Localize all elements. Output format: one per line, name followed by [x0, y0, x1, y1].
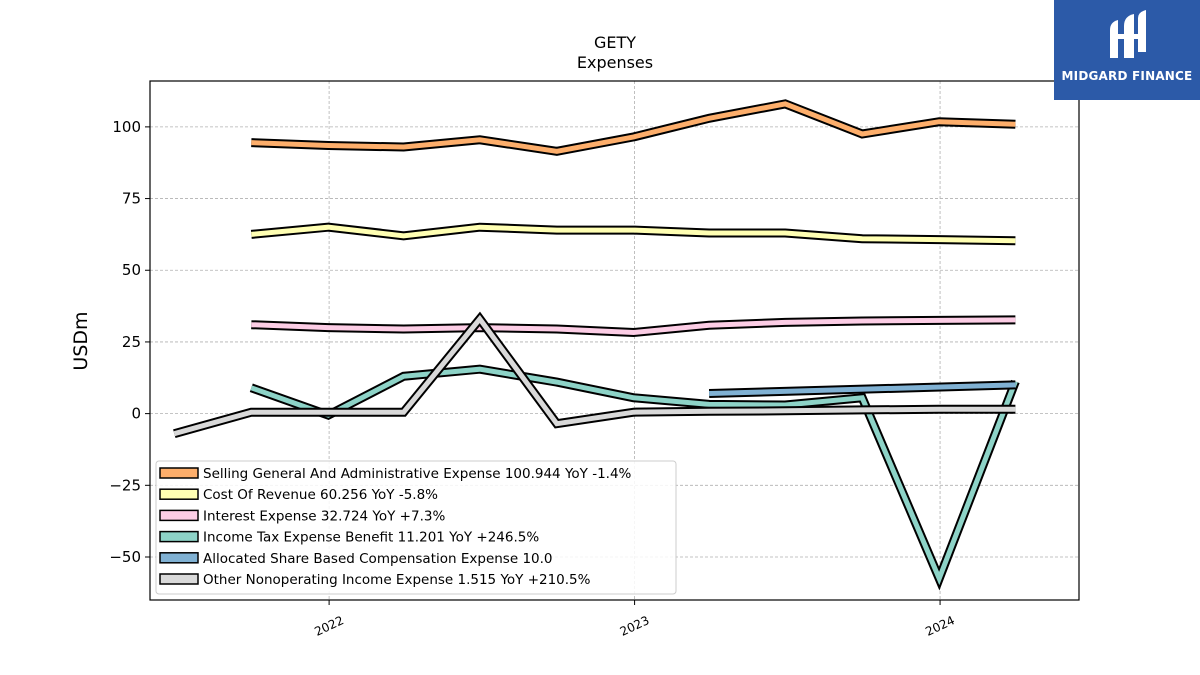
y-tick-label: 100 — [112, 118, 141, 136]
legend-entry-label: Selling General And Administrative Expen… — [203, 466, 632, 482]
y-tick-label: 0 — [131, 405, 141, 423]
legend-entry-label: Interest Expense 32.724 YoY +7.3% — [203, 508, 445, 524]
logo-text: MIDGARD FINANCE — [1061, 69, 1193, 83]
x-tick-label: 2024 — [923, 613, 957, 639]
series-line — [709, 382, 1016, 396]
series-lines — [173, 99, 1020, 591]
legend-swatch — [159, 530, 199, 543]
y-tick-label: −25 — [109, 476, 141, 494]
legend-entry-label: Other Nonoperating Income Expense 1.515 … — [203, 572, 591, 588]
chart-subtitle: Expenses — [577, 53, 653, 72]
legend-swatch — [159, 467, 199, 479]
y-tick-label: 50 — [122, 261, 141, 279]
legend-entry-label: Cost Of Revenue 60.256 YoY -5.8% — [203, 487, 438, 503]
series-line — [251, 224, 1016, 244]
midgard-finance-logo: MIDGARD FINANCE — [1054, 0, 1200, 100]
legend-swatch — [159, 552, 199, 564]
legend-swatch — [159, 509, 199, 522]
plot-area-frame — [149, 80, 1080, 601]
series-line — [173, 314, 1016, 437]
x-tick-label: 2023 — [618, 613, 652, 639]
y-tick-label: −50 — [109, 548, 141, 566]
legend-swatch — [159, 573, 199, 585]
series-line — [250, 366, 1018, 586]
legend-entry-label: Income Tax Expense Benefit 11.201 YoY +2… — [203, 530, 539, 546]
chart-title: GETY — [594, 33, 636, 52]
y-tick-label: 75 — [122, 190, 141, 208]
series-line — [251, 317, 1016, 336]
legend-swatch — [159, 488, 199, 500]
legend-box — [155, 460, 677, 595]
legend-entry-label: Allocated Share Based Compensation Expen… — [203, 551, 553, 567]
midgard-logo-icon — [1110, 10, 1146, 58]
x-tick-label: 2022 — [312, 613, 346, 639]
y-tick-label: 25 — [122, 333, 141, 351]
legend: Selling General And Administrative Expen… — [155, 460, 677, 595]
series-line — [251, 101, 1016, 154]
y-axis-label: USDm — [70, 311, 92, 370]
